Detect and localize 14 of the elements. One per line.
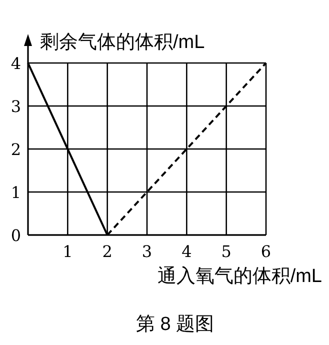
y-tick-label: 3 [10, 97, 22, 116]
y-tick-label: 1 [10, 183, 22, 202]
x-tick-label: 1 [62, 242, 73, 261]
y-tick-label: 4 [10, 54, 22, 73]
y-axis-title: 剩余气体的体积/mL [40, 32, 205, 53]
y-tick-label: 2 [10, 140, 22, 159]
x-tick-label: 4 [182, 242, 192, 261]
x-tick-label: 2 [102, 242, 112, 261]
x-tick-label: 5 [221, 242, 232, 261]
y-tick-label: 0 [10, 226, 22, 245]
x-tick-label: 6 [260, 242, 272, 261]
x-tick-label: 3 [142, 242, 152, 261]
x-axis-title: 通入氧气的体积/mL [157, 266, 322, 287]
text: 第 8 题图 [136, 314, 214, 335]
